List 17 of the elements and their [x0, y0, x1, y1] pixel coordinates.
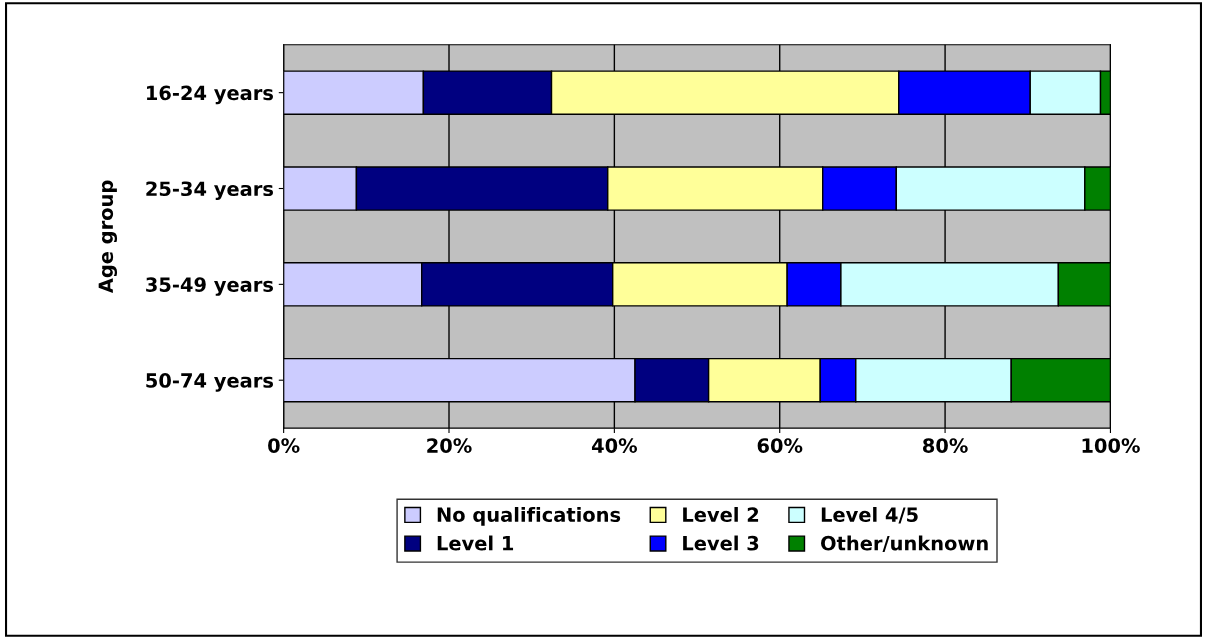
x-tick-label: 20% — [427, 438, 472, 453]
x-tick-label: 100% — [1082, 438, 1140, 453]
legend-label: Level 4/5 — [821, 506, 918, 524]
x-tick-label: 40% — [591, 438, 638, 453]
y-tick-label: 25-34 years — [146, 181, 273, 201]
legend-label: Level 3 — [683, 535, 759, 551]
y-tick-label: 50-74 years — [146, 373, 273, 392]
legend-label: No qualifications — [437, 506, 621, 526]
y-axis-title: Age group — [98, 180, 118, 294]
legend-label: Other/unknown — [821, 535, 988, 553]
x-tick-label: 60% — [757, 438, 803, 453]
legend-label: Level 1 — [437, 535, 514, 551]
y-tick-label: 35-49 years — [146, 277, 273, 296]
y-tick-label: 16-24 years — [147, 85, 273, 105]
x-tick-label: 0% — [268, 438, 300, 453]
legend-label: Level 2 — [683, 506, 759, 523]
x-tick-label: 80% — [923, 438, 968, 453]
